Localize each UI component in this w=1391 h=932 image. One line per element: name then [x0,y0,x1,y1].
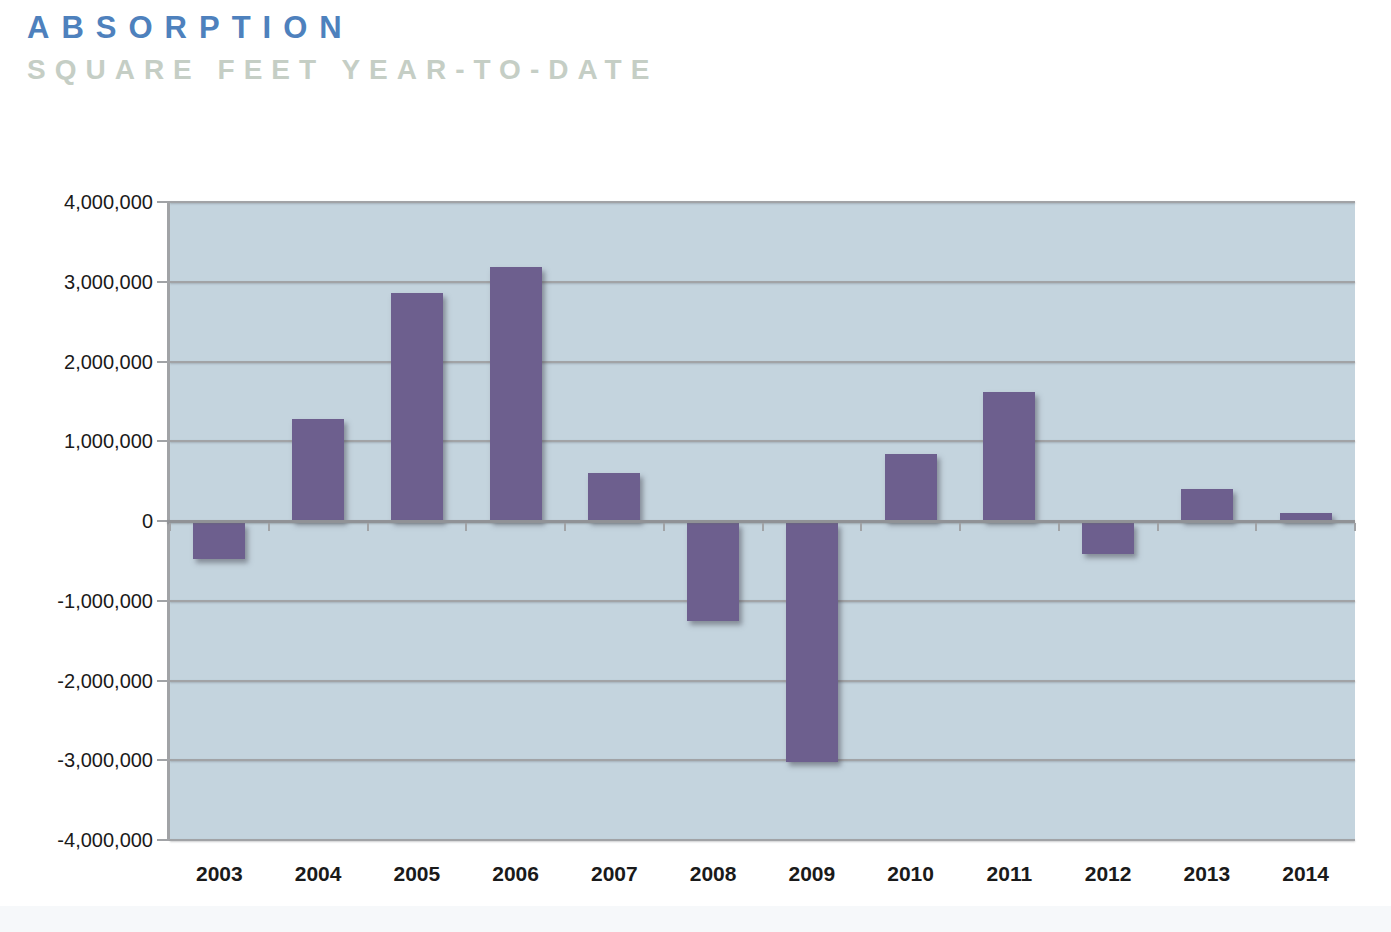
x-axis-label-2014: 2014 [1282,862,1329,886]
gridline-1000000 [170,440,1355,442]
x-axis-tick [169,523,171,531]
plot-area [170,202,1355,840]
x-axis-tick [1157,523,1159,531]
x-axis-tick [860,523,862,531]
y-axis-label: -4,000,000 [0,828,153,852]
x-axis-label-2009: 2009 [789,862,836,886]
x-axis-label-2005: 2005 [394,862,441,886]
x-axis-tick [663,523,665,531]
x-axis-label-2007: 2007 [591,862,638,886]
y-axis-label: -1,000,000 [0,589,153,613]
footer-band [0,906,1391,932]
gridline--4000000 [170,839,1355,841]
x-axis-tick [762,523,764,531]
x-axis-label-2013: 2013 [1184,862,1231,886]
y-axis-label: 4,000,000 [0,190,153,214]
bar-2013 [1181,489,1233,521]
x-axis-tick [1058,523,1060,531]
bar-2012 [1082,523,1134,554]
bar-2003 [193,523,245,560]
gridline-4000000 [170,201,1355,203]
x-axis-tick [1354,523,1356,531]
y-axis-label: 0 [0,509,153,533]
x-axis-tick [268,523,270,531]
x-axis-label-2012: 2012 [1085,862,1132,886]
bar-2010 [885,454,937,521]
x-axis-label-2003: 2003 [196,862,243,886]
gridline-2000000 [170,361,1355,363]
y-axis-label: 3,000,000 [0,270,153,294]
bar-2009 [786,523,838,762]
x-axis-tick [564,523,566,531]
y-axis-label: 2,000,000 [0,350,153,374]
absorption-chart-page: ABSORPTION SQUARE FEET YEAR-TO-DATE 4,00… [0,0,1391,932]
x-axis-label-2006: 2006 [492,862,539,886]
x-axis-tick [1255,523,1257,531]
bar-2011 [983,392,1035,521]
gridline--1000000 [170,600,1355,602]
gridline--2000000 [170,680,1355,682]
y-axis-label: -2,000,000 [0,669,153,693]
x-axis-label-2004: 2004 [295,862,342,886]
bar-2007 [588,473,640,521]
x-axis-label-2010: 2010 [887,862,934,886]
bar-2005 [391,293,443,521]
chart-subtitle: SQUARE FEET YEAR-TO-DATE [27,54,658,86]
x-axis-label-2011: 2011 [987,862,1033,886]
gridline-3000000 [170,281,1355,283]
bar-2008 [687,523,739,621]
x-axis-tick [959,523,961,531]
chart-title: ABSORPTION [27,10,354,46]
y-axis-label: -3,000,000 [0,748,153,772]
x-axis-label-2008: 2008 [690,862,737,886]
bar-2006 [490,267,542,521]
x-axis-tick [465,523,467,531]
gridline--3000000 [170,759,1355,761]
bar-2004 [292,419,344,521]
x-axis-tick [367,523,369,531]
y-axis-label: 1,000,000 [0,429,153,453]
